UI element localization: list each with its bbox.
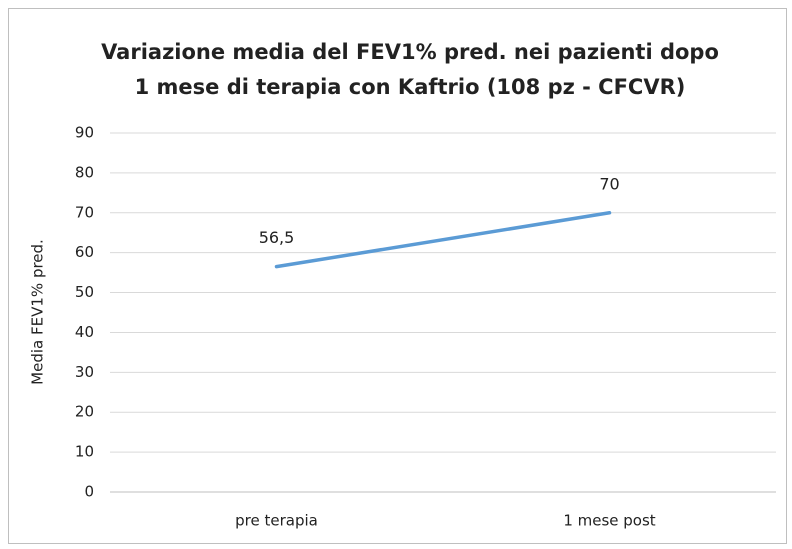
chart-title: Variazione media del FEV1% pred. nei paz…: [101, 40, 719, 64]
data-label: 70: [599, 174, 619, 193]
y-axis-label: Media FEV1% pred.: [29, 239, 47, 385]
y-tick-label: 60: [75, 243, 94, 261]
data-label: 56,5: [259, 228, 295, 247]
y-tick-label: 0: [84, 483, 94, 501]
series-line: [274, 211, 612, 269]
y-tick-label: 70: [75, 203, 94, 221]
y-tick-label: 80: [75, 163, 94, 181]
x-tick-label: 1 mese post: [563, 512, 655, 530]
y-tick-label: 50: [75, 283, 94, 301]
y-tick-label: 90: [75, 124, 94, 142]
y-tick-label: 10: [75, 443, 94, 461]
x-tick-label: pre terapia: [235, 512, 318, 530]
chart-border: [8, 8, 787, 544]
chart-title: 1 mese di terapia con Kaftrio (108 pz - …: [135, 75, 686, 99]
y-tick-label: 30: [75, 363, 94, 381]
y-tick-label: 40: [75, 323, 94, 341]
y-tick-label: 20: [75, 403, 94, 421]
